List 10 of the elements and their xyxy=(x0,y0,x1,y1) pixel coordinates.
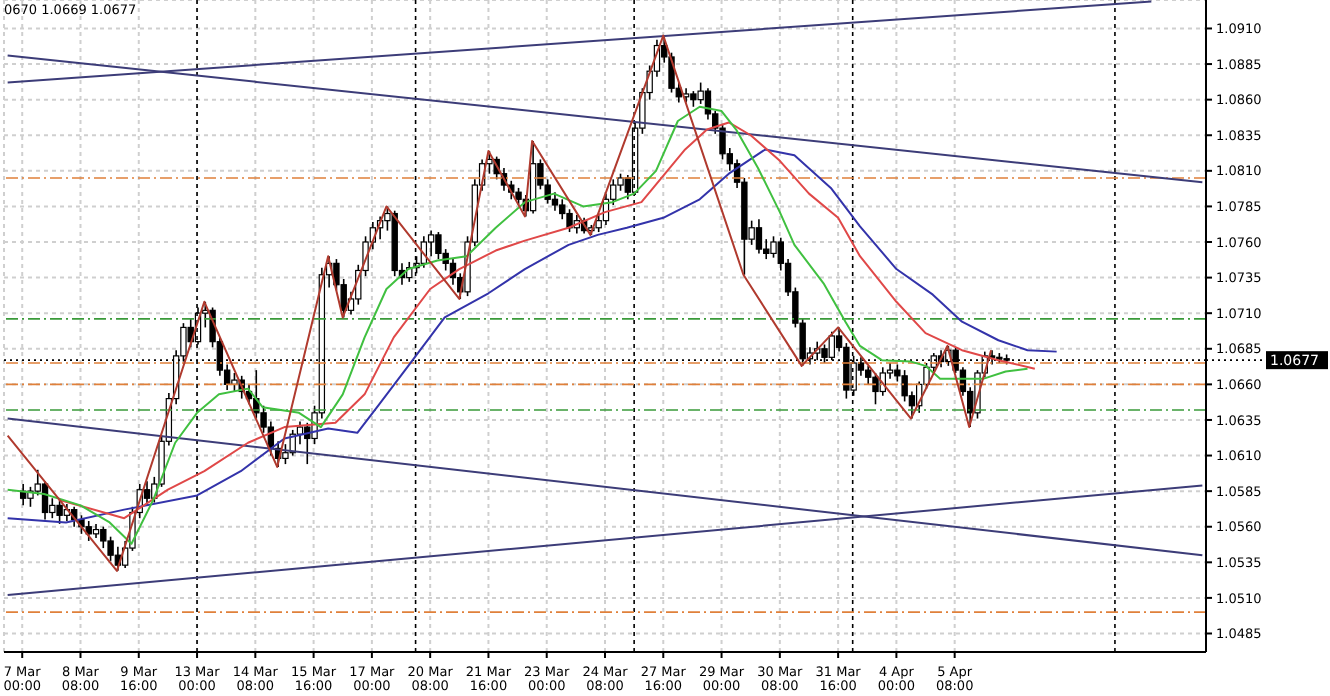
candlestick xyxy=(865,365,872,386)
candlestick xyxy=(231,372,238,393)
candlestick xyxy=(143,480,151,507)
candlestick xyxy=(559,198,566,221)
candlestick xyxy=(85,520,92,542)
candlestick xyxy=(770,235,777,259)
candlestick xyxy=(56,500,63,525)
candlestick xyxy=(755,218,763,255)
line-series xyxy=(6,34,993,572)
candlestick xyxy=(551,191,559,212)
